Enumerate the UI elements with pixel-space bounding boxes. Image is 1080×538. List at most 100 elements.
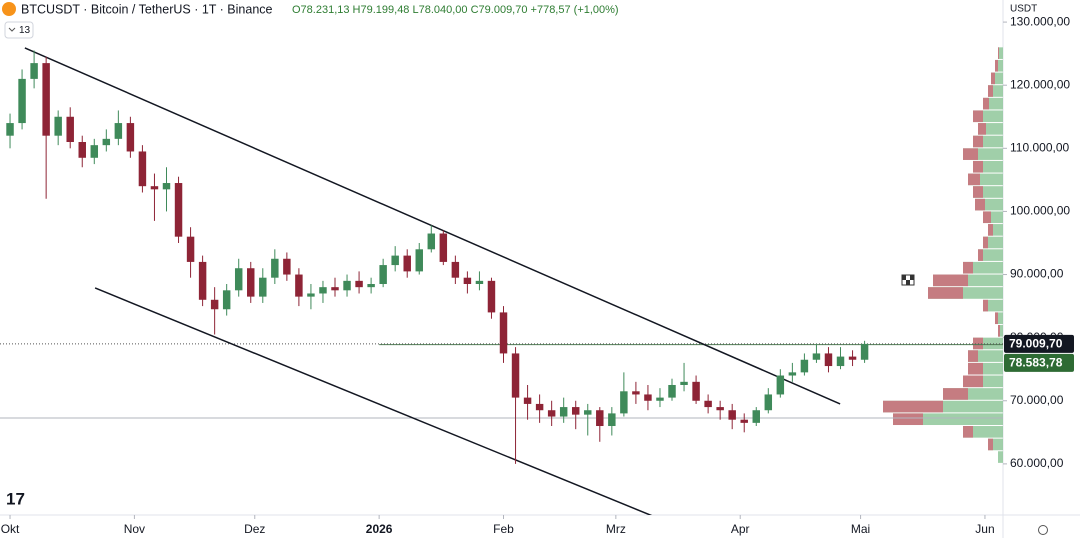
- candle-body: [511, 353, 520, 398]
- volume-sell: [963, 375, 983, 388]
- indicators-count: 13: [19, 25, 31, 36]
- volume-buy: [975, 198, 1003, 211]
- candle-body: [547, 410, 556, 417]
- volume-buy: [988, 224, 1003, 236]
- candle-body: [114, 123, 123, 139]
- candle-body: [18, 78, 26, 124]
- x-tick-label: Nov: [124, 522, 145, 536]
- candle-body: [355, 280, 363, 288]
- candle-body: [439, 233, 448, 262]
- candle-body: [283, 258, 291, 275]
- chevron-icon: [8, 27, 16, 32]
- candle-body: [764, 394, 773, 411]
- candle-body: [523, 397, 532, 404]
- volume-sell: [943, 388, 968, 400]
- symbol-title: BTCUSDT · Bitcoin / TetherUS · 1T · Bina…: [21, 2, 273, 16]
- price-tag: [1004, 334, 1074, 353]
- candle-body: [42, 63, 50, 136]
- volume-buy: [998, 325, 1003, 337]
- volume-sell: [973, 110, 983, 123]
- candle-body: [499, 312, 508, 354]
- candle-body: [186, 236, 195, 262]
- price-tag-label: 78.583,78: [1009, 356, 1063, 370]
- volume-sell: [963, 261, 973, 274]
- candle-body: [198, 261, 207, 300]
- candle-body: [740, 419, 748, 423]
- volume-sell: [968, 362, 983, 375]
- volume-buy: [968, 362, 1003, 375]
- volume-buy: [983, 236, 1003, 249]
- volume-sell: [973, 160, 983, 173]
- y-tick-label: 70.000,00: [1010, 393, 1064, 407]
- candle-body: [331, 287, 339, 291]
- candle-body: [415, 249, 423, 272]
- candle-body: [800, 359, 809, 373]
- volume-sell: [973, 135, 983, 148]
- volume-buy: [963, 426, 1003, 438]
- candle-body: [716, 407, 724, 411]
- y-tick-label: 110.000,00: [1010, 140, 1069, 154]
- candle-body: [584, 410, 592, 415]
- candle-body: [427, 233, 436, 250]
- y-tick-label: 120.000,00: [1010, 77, 1070, 91]
- candle-body: [403, 255, 411, 272]
- volume-sell: [983, 211, 991, 224]
- volume-sell: [968, 350, 978, 362]
- volume-sell: [988, 224, 993, 236]
- x-tick-label: Dez: [244, 522, 265, 536]
- volume-sell: [928, 287, 963, 299]
- tv-logo: 17: [6, 489, 25, 508]
- volume-buy: [963, 148, 1003, 160]
- volume-sell: [973, 186, 983, 198]
- candle-body: [668, 384, 676, 398]
- candle-body: [596, 410, 604, 427]
- candle-body: [90, 145, 99, 158]
- candle-body: [704, 400, 712, 408]
- price-tag-label: 79.009,70: [1009, 337, 1063, 351]
- volume-sell: [978, 123, 986, 135]
- currency-label: USDT: [1010, 4, 1037, 15]
- candle-body: [644, 394, 652, 401]
- volume-buy: [978, 249, 1003, 261]
- volume-sell: [995, 59, 998, 72]
- candle-body: [222, 290, 231, 310]
- volume-sell: [983, 299, 988, 312]
- candle-body: [752, 410, 760, 423]
- x-tick-label: 2026: [366, 522, 393, 536]
- x-tick-label: Apr: [731, 522, 750, 536]
- volume-sell: [893, 413, 923, 426]
- volume-buy: [998, 451, 1003, 463]
- volume-buy: [983, 97, 1003, 110]
- volume-buy: [988, 85, 1003, 97]
- candle-body: [608, 413, 616, 427]
- volume-buy: [893, 413, 1003, 426]
- volume-sell: [991, 72, 995, 85]
- candle-body: [788, 372, 797, 376]
- flag-icon: [901, 274, 915, 286]
- candle-body: [620, 391, 628, 414]
- volume-sell: [995, 312, 998, 325]
- y-tick-label: 90.000,00: [1010, 267, 1064, 281]
- candle-body: [343, 280, 351, 291]
- candle-body: [66, 116, 74, 143]
- x-tick-label: Mai: [851, 522, 870, 536]
- trendline: [94, 287, 653, 515]
- candle-body: [656, 397, 664, 401]
- settings-icon[interactable]: [1038, 525, 1048, 535]
- volume-buy: [968, 350, 1003, 362]
- indicators-badge[interactable]: [4, 21, 34, 39]
- candle-body: [295, 274, 303, 297]
- candle-body: [319, 287, 327, 294]
- candle-body: [571, 407, 580, 415]
- volume-buy: [928, 287, 1003, 299]
- volume-buy: [995, 59, 1003, 72]
- volume-buy: [973, 186, 1003, 198]
- candle-body: [776, 375, 785, 395]
- volume-buy: [991, 72, 1003, 85]
- trendline: [24, 47, 841, 405]
- volume-buy: [973, 110, 1003, 123]
- axes: 60.000,0070.000,0080.000,0090.000,00100.…: [1, 14, 1074, 536]
- volume-buy: [973, 160, 1003, 173]
- plot-area: [0, 47, 1003, 515]
